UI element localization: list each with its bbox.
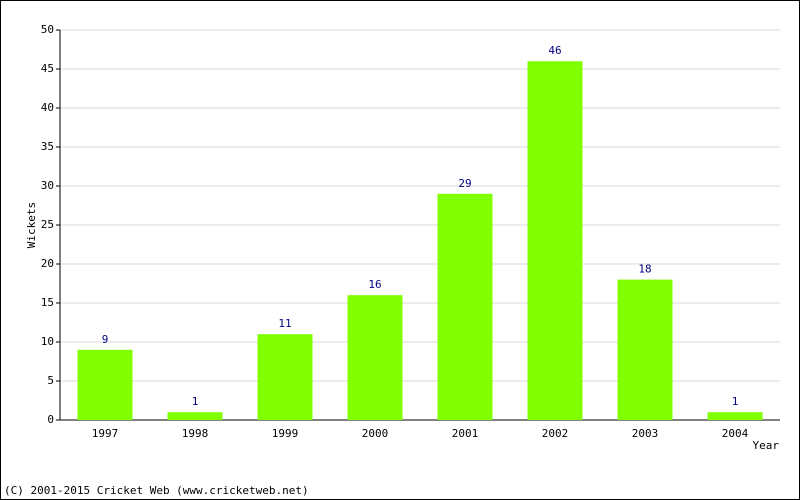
bar <box>167 412 223 420</box>
bar <box>527 61 583 420</box>
bar <box>437 193 493 420</box>
bar <box>77 349 133 420</box>
bar <box>347 295 403 420</box>
y-axis-label: Wickets <box>25 202 38 248</box>
y-tick-label: 5 <box>47 374 54 387</box>
bar <box>617 279 673 420</box>
y-tick-label: 15 <box>41 296 54 309</box>
data-label: 46 <box>548 44 561 57</box>
x-tick-label: 2003 <box>632 427 659 440</box>
x-tick-label: 2001 <box>452 427 479 440</box>
y-tick-label: 45 <box>41 62 54 75</box>
x-tick-label: 2000 <box>362 427 389 440</box>
data-label: 9 <box>102 333 109 346</box>
data-label: 29 <box>458 177 471 190</box>
data-label: 16 <box>368 278 381 291</box>
y-tick-label: 40 <box>41 101 54 114</box>
bar <box>257 334 313 420</box>
x-tick-label: 1999 <box>272 427 299 440</box>
y-tick-label: 25 <box>41 218 54 231</box>
x-tick-label: 1997 <box>92 427 119 440</box>
y-tick-label: 20 <box>41 257 54 270</box>
y-tick-label: 10 <box>41 335 54 348</box>
footer: (C) 2001-2015 Cricket Web (www.cricketwe… <box>4 484 309 497</box>
y-tick-label: 35 <box>41 140 54 153</box>
x-tick-label: 2004 <box>722 427 749 440</box>
y-tick-label: 50 <box>41 23 54 36</box>
bar <box>707 412 763 420</box>
x-tick-label: 2002 <box>542 427 569 440</box>
x-axis-label: Year <box>753 439 780 452</box>
data-label: 1 <box>192 395 199 408</box>
y-tick-label: 30 <box>41 179 54 192</box>
y-tick-label: 0 <box>47 413 54 426</box>
x-tick-label: 1998 <box>182 427 209 440</box>
data-label: 11 <box>278 317 291 330</box>
data-label: 1 <box>732 395 739 408</box>
data-label: 18 <box>638 263 651 276</box>
